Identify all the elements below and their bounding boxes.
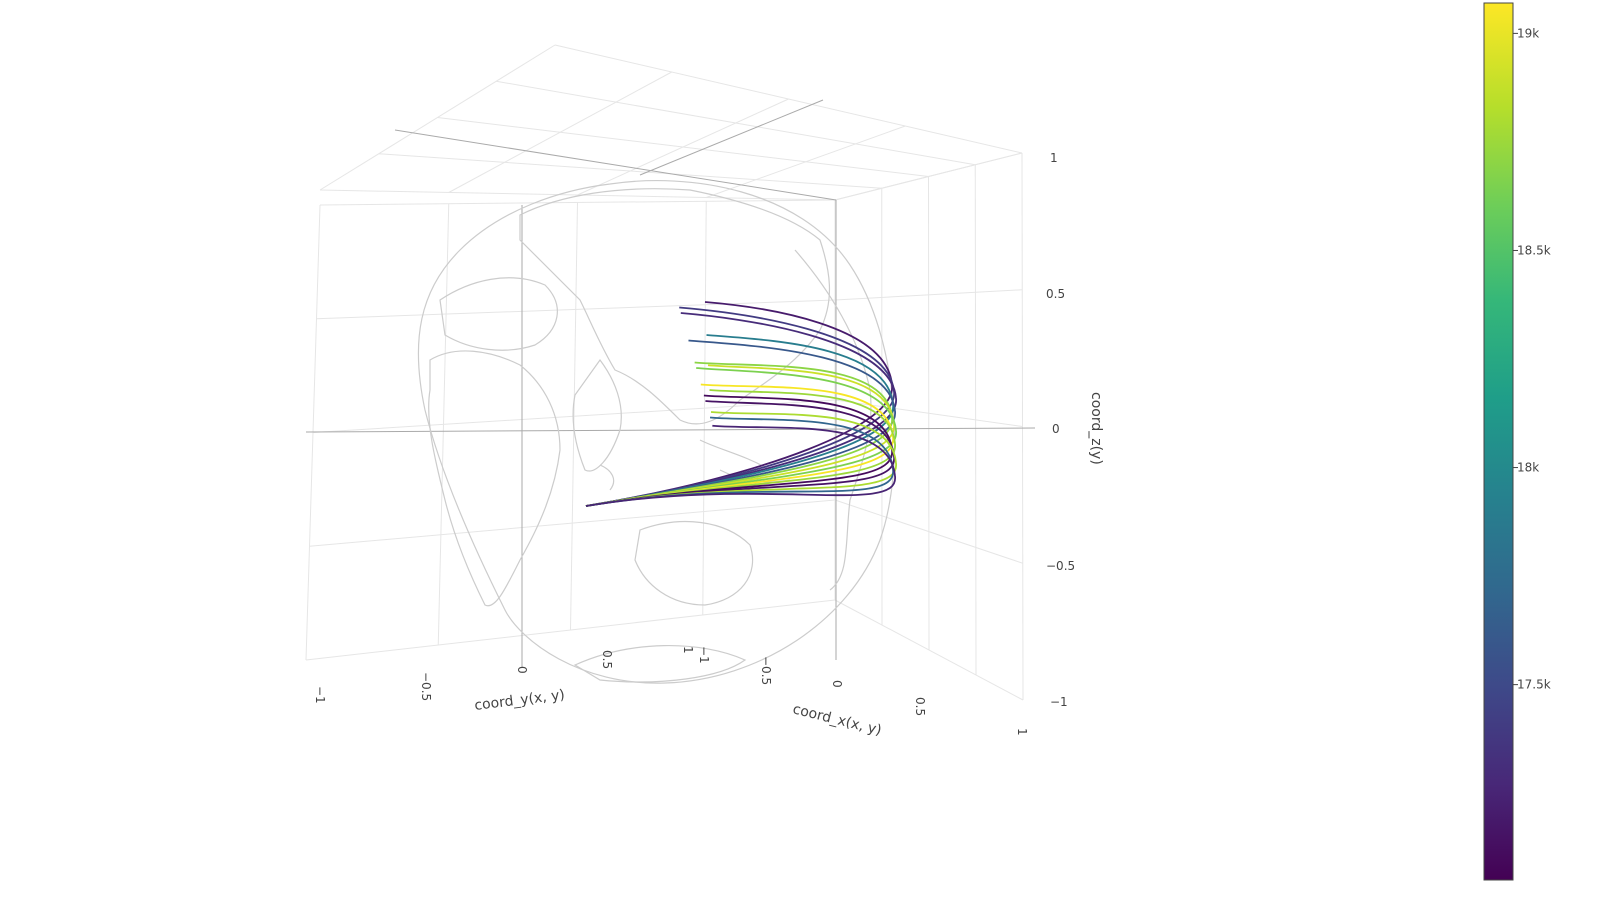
globe-outline [417, 179, 896, 684]
z-axis-title: coord_z(y) [1088, 392, 1104, 465]
grid-line [706, 125, 906, 198]
trajectory-line[interactable] [585, 334, 894, 507]
tick-label: 0.5 [600, 650, 614, 669]
trajectory-line[interactable] [585, 364, 895, 507]
tick-label: −0.5 [759, 656, 773, 685]
x-axis-title: coord_x(x, y) [791, 701, 883, 739]
colorbar-tick-label: 17.5k [1517, 678, 1551, 692]
tick-label: 0.5 [913, 697, 927, 716]
trajectory-line[interactable] [585, 367, 897, 507]
tick-label: 0 [1052, 422, 1060, 436]
3d-scene[interactable]: −1 −0.5 0 0.5 1 −1 −0.5 0 0.5 1 −1 −0.5 0 0.5 1 coor… [305, 44, 1104, 739]
y-axis-title: coord_y(x, y) [474, 687, 566, 714]
y-axis-ticks: −1 −0.5 0 0.5 1 [313, 646, 695, 704]
grid-line [834, 599, 1024, 701]
globe-coastlines [417, 179, 896, 684]
trajectory-line[interactable] [585, 383, 894, 507]
trajectory-line[interactable] [585, 411, 897, 507]
continent-antarctica [573, 645, 747, 683]
trajectories[interactable] [585, 301, 897, 507]
grid-line [1021, 152, 1024, 701]
tick-label: −1 [1050, 695, 1068, 709]
colorbar-gradient [1483, 2, 1514, 881]
tick-label: −0.5 [1046, 559, 1075, 573]
tick-label: 1 [1050, 151, 1058, 165]
colorbar-tick-label: 18.5k [1517, 243, 1551, 257]
trajectory-line[interactable] [585, 400, 895, 507]
grid-line [834, 499, 1023, 564]
grid-line [702, 201, 707, 616]
zero-line [639, 99, 824, 176]
tick-label: −1 [313, 686, 327, 704]
zero-line [394, 129, 837, 201]
colorbar: 17.5k 18k 18.5k 19k [1483, 2, 1551, 881]
x-axis-ticks: −1 −0.5 0 0.5 1 [697, 646, 1029, 736]
tick-label: 0.5 [1046, 287, 1065, 301]
tick-label: 0 [515, 666, 529, 674]
continent-europe [439, 277, 558, 351]
grid-line [834, 152, 1023, 201]
colorbar-tick-label: 18k [1517, 461, 1539, 475]
grid-line [577, 98, 789, 196]
trajectory-line[interactable] [585, 312, 897, 507]
trajectory-line[interactable] [585, 394, 893, 507]
continent-asia [519, 188, 830, 425]
trajectory-line[interactable] [585, 301, 893, 507]
trajectory-line[interactable] [585, 416, 894, 507]
grid-lines [305, 44, 1036, 701]
continent-africa [428, 350, 561, 607]
trajectory-line[interactable] [585, 339, 896, 507]
z-axis-ticks: −1 −0.5 0 0.5 1 [1046, 151, 1075, 709]
tick-label: 0 [830, 680, 844, 688]
tick-label: −1 [697, 646, 711, 664]
trajectory-line[interactable] [585, 389, 896, 507]
tick-label: 1 [681, 646, 695, 654]
continent-americas-edge [794, 249, 872, 591]
trajectory-line[interactable] [585, 361, 893, 507]
grid-line [312, 399, 836, 433]
grid-line [974, 164, 977, 676]
grid-line [309, 499, 836, 547]
grid-line [496, 80, 976, 166]
colorbar-tick-label: 19k [1517, 26, 1539, 40]
grid-line [834, 399, 1023, 427]
grid-line [554, 44, 1023, 154]
grid-line [305, 599, 836, 661]
tick-label: −0.5 [419, 672, 433, 701]
continent-australia [634, 521, 754, 606]
trajectory-line[interactable] [585, 306, 895, 507]
zero-line [305, 427, 1036, 433]
tick-label: 1 [1015, 728, 1029, 736]
colorbar-ticks: 17.5k 18k 18.5k 19k [1513, 26, 1551, 692]
trajectory-line[interactable] [585, 424, 896, 507]
